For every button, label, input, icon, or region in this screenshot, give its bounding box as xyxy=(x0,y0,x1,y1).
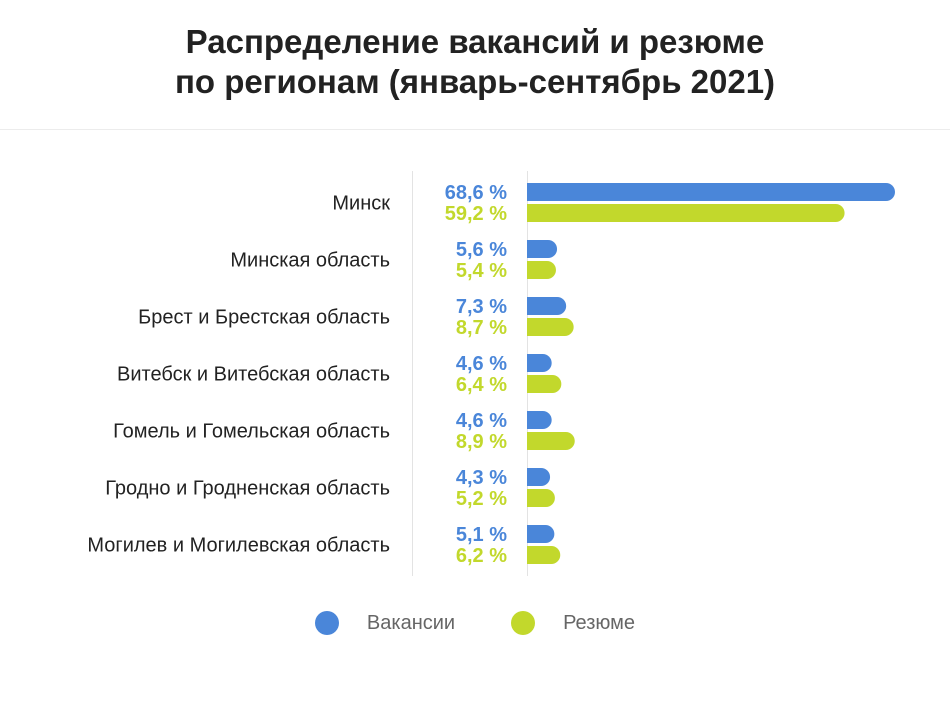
category-label: Гродно и Гродненская область xyxy=(105,478,390,500)
chart-title-line-1: Распределение вакансий и резюме xyxy=(185,23,765,60)
bar-vacancies xyxy=(527,411,552,429)
bar-vacancies xyxy=(527,468,551,486)
category-label: Минск xyxy=(332,193,390,215)
bar-resumes xyxy=(527,375,562,393)
bar-vacancies xyxy=(527,354,552,372)
value-label-resumes: 8,7 % xyxy=(456,317,507,339)
bar-resumes xyxy=(527,489,555,507)
value-label-vacancies: 5,1 % xyxy=(456,524,507,546)
value-label-resumes: 6,2 % xyxy=(456,545,507,567)
value-label-vacancies: 68,6 % xyxy=(445,182,507,204)
category-label: Витебск и Витебская область xyxy=(117,364,390,386)
value-label-vacancies: 4,3 % xyxy=(456,467,507,489)
value-label-vacancies: 4,6 % xyxy=(456,410,507,432)
bar-resumes xyxy=(527,546,561,564)
bar-vacancies xyxy=(527,297,567,315)
bar-vacancies xyxy=(527,183,895,201)
value-label-vacancies: 4,6 % xyxy=(456,353,507,375)
value-label-resumes: 5,4 % xyxy=(456,260,507,282)
legend-label-vacancies: Вакансии xyxy=(366,611,456,634)
legend: Вакансии Резюме xyxy=(0,606,950,640)
value-label-resumes: 6,4 % xyxy=(456,374,507,396)
legend-item-vacancies: Вакансии xyxy=(314,611,456,635)
value-label-resumes: 5,2 % xyxy=(456,488,507,510)
category-label: Гомель и Гомельская область xyxy=(113,421,390,443)
bar-resumes xyxy=(527,261,556,279)
legend-label-resumes: Резюме xyxy=(563,611,636,634)
category-label: Минская область xyxy=(230,250,390,272)
title-divider xyxy=(0,129,950,130)
legend-marker-vacancies xyxy=(314,611,339,635)
bar-resumes xyxy=(527,432,575,450)
value-label-resumes: 59,2 % xyxy=(445,203,507,225)
legend-marker-resumes xyxy=(511,611,536,635)
value-label-vacancies: 5,6 % xyxy=(456,239,507,261)
bar-vacancies xyxy=(527,525,555,543)
chart-title-line-2: по регионам (январь-сентябрь 2021) xyxy=(174,63,776,100)
bar-resumes xyxy=(527,204,845,222)
value-label-resumes: 8,9 % xyxy=(456,431,507,453)
bar-vacancies xyxy=(527,240,558,258)
category-label: Могилев и Могилевская область xyxy=(87,535,390,557)
legend-item-resumes: Резюме xyxy=(511,611,635,635)
chart-title: Распределение вакансий и резюме по регио… xyxy=(0,22,950,102)
value-label-vacancies: 7,3 % xyxy=(456,296,507,318)
bar-resumes xyxy=(527,318,574,336)
category-label: Брест и Брестская область xyxy=(138,307,390,329)
